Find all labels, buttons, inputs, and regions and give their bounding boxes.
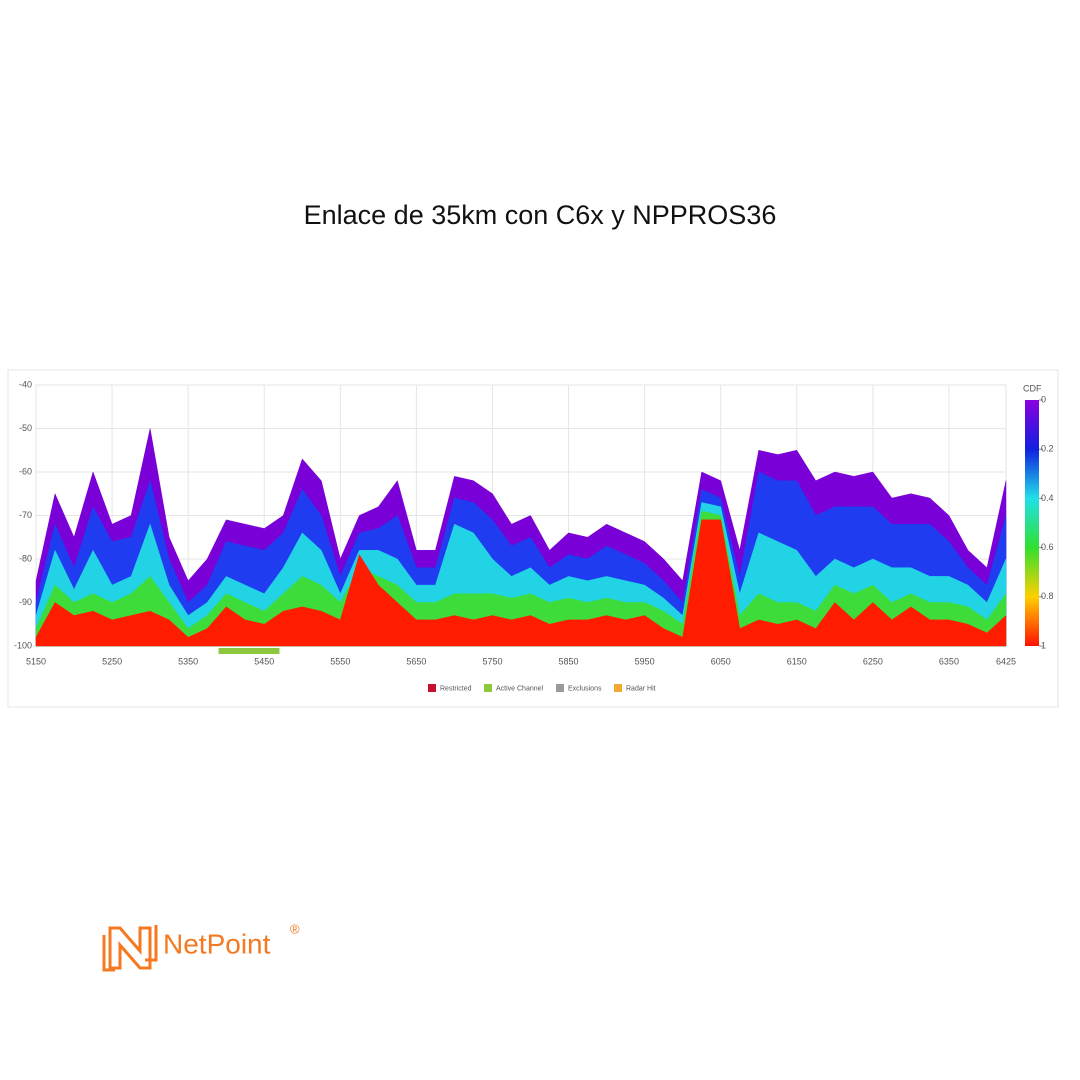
y-tick-label: -80 xyxy=(19,553,32,563)
colorbar-tick-label: 0.8 xyxy=(1041,591,1054,601)
colorbar-tick-label: 0.4 xyxy=(1041,493,1054,503)
legend-swatch xyxy=(614,684,622,692)
legend-swatch xyxy=(428,684,436,692)
x-tick-label: 6425 xyxy=(996,656,1016,666)
y-tick-label: -100 xyxy=(14,640,32,650)
colorbar-tick-label: 1 xyxy=(1041,640,1046,650)
x-tick-label: 6150 xyxy=(787,656,807,666)
spectrum-band xyxy=(35,510,1007,647)
x-tick-label: 6350 xyxy=(939,656,959,666)
y-tick-label: -70 xyxy=(19,510,32,520)
x-tick-label: 6250 xyxy=(863,656,883,666)
x-tick-label: 5750 xyxy=(482,656,502,666)
x-tick-label: 5350 xyxy=(178,656,198,666)
x-tick-label: 5550 xyxy=(330,656,350,666)
y-tick-label: -40 xyxy=(19,379,32,389)
logo-icon xyxy=(102,925,158,972)
colorbar-tick-label: 0 xyxy=(1041,394,1046,404)
x-tick-label: 5250 xyxy=(102,656,122,666)
colorbar-tick-label: 0.2 xyxy=(1041,444,1054,454)
x-tick-label: 5950 xyxy=(635,656,655,666)
x-tick-label: 5450 xyxy=(254,656,274,666)
brand-logo: NetPoint ® xyxy=(102,921,300,972)
y-tick-label: -50 xyxy=(19,423,32,433)
x-tick-label: 5850 xyxy=(559,656,579,666)
spectrum-band xyxy=(35,519,1007,647)
legend-swatch xyxy=(556,684,564,692)
post-title: Enlace de 35km con C6x y NPPROS36 xyxy=(304,200,777,230)
legend-label: Restricted xyxy=(440,685,472,692)
legend-label: Radar Hit xyxy=(626,685,656,692)
colorbar xyxy=(1025,400,1039,646)
legend-label: Exclusions xyxy=(568,685,602,692)
active-channel-bar xyxy=(218,648,280,654)
colorbar-tick-label: 0.6 xyxy=(1041,542,1054,552)
colorbar-title: CDF xyxy=(1023,383,1042,393)
legend-swatch xyxy=(484,684,492,692)
y-tick-label: -60 xyxy=(19,466,32,476)
y-tick-label: -90 xyxy=(19,597,32,607)
x-tick-label: 6050 xyxy=(711,656,731,666)
x-tick-label: 5150 xyxy=(26,656,46,666)
legend-label: Active Channel xyxy=(496,685,544,692)
x-tick-label: 5650 xyxy=(406,656,426,666)
brand-mark: ® xyxy=(290,921,300,936)
brand-name: NetPoint xyxy=(163,928,271,959)
